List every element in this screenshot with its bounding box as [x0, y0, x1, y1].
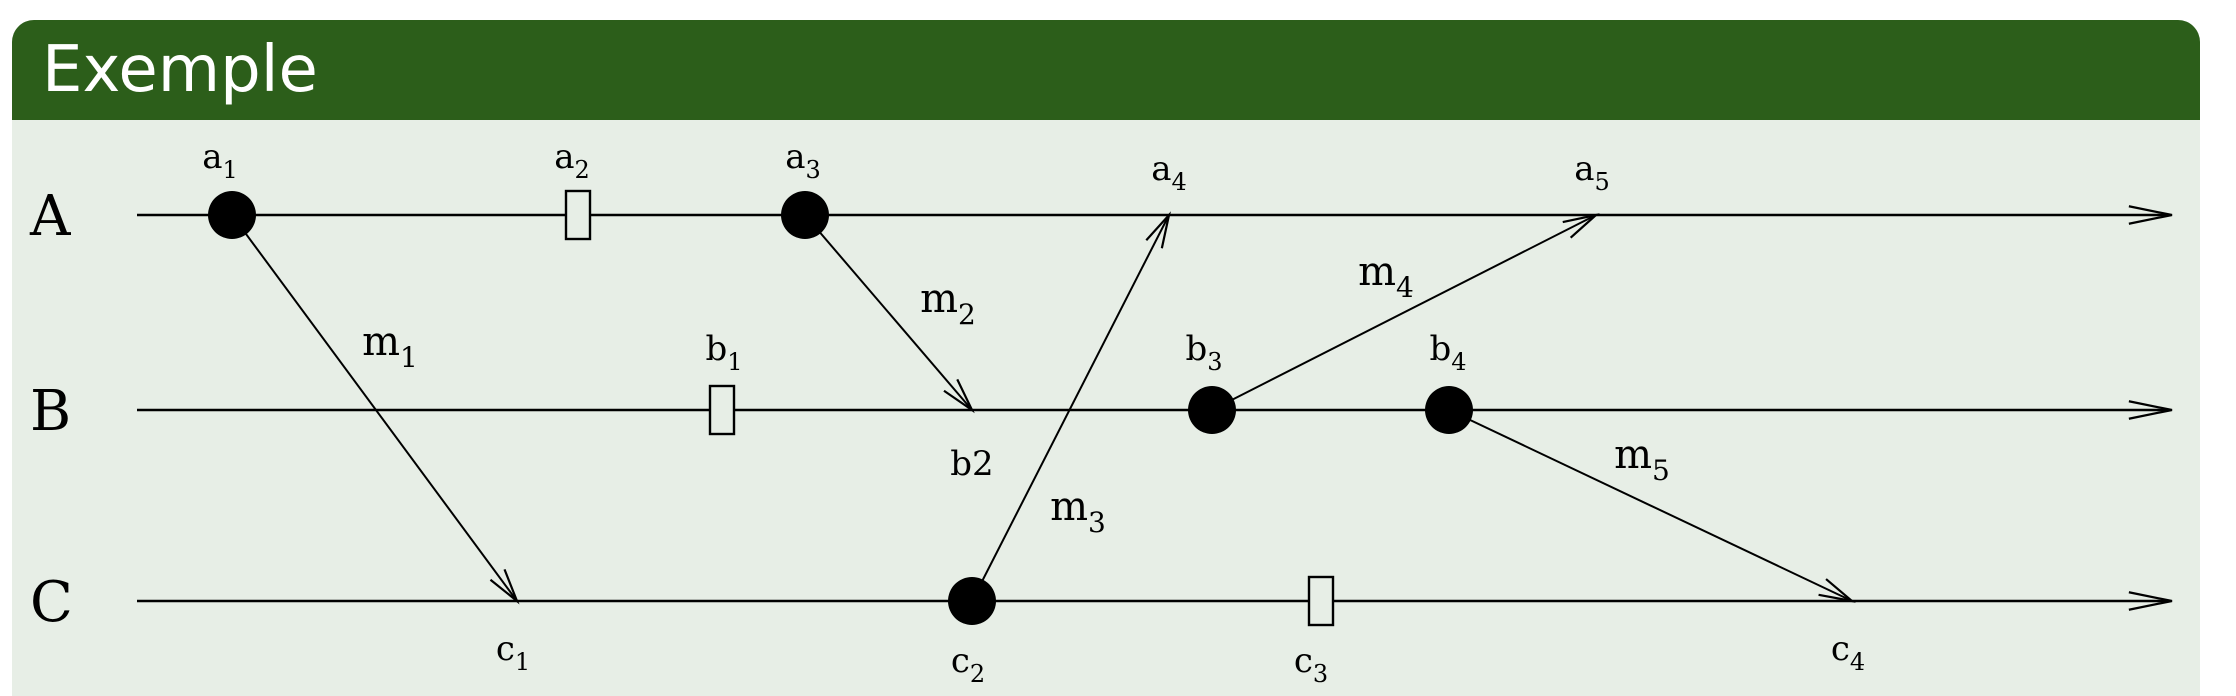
- message-arrow-m3: [971, 214, 1170, 602]
- timeline-arrowhead-b: [2128, 400, 2173, 420]
- message-arrow-m4: [1211, 214, 1597, 411]
- event-marker-a1: [208, 191, 256, 239]
- event-label-a1: a1: [202, 137, 238, 184]
- event-label-b1: b1: [705, 329, 742, 376]
- lane-label-a: A: [29, 184, 71, 249]
- message-arrow-m2: [804, 214, 973, 411]
- event-label-b3: b3: [1185, 329, 1222, 376]
- event-label-c3: c3: [1294, 641, 1328, 688]
- timeline-arrowhead-a: [2128, 205, 2173, 225]
- message-arrow-m1: [231, 214, 518, 602]
- event-label-c2: c2: [951, 641, 985, 688]
- message-label-m5: m5: [1614, 432, 1670, 487]
- message-arrowhead-m4: [1562, 213, 1600, 239]
- event-label-c1: c1: [496, 629, 530, 676]
- event-label-a3: a3: [785, 137, 821, 184]
- event-marker-b4: [1425, 386, 1473, 434]
- message-label-m2: m2: [920, 276, 976, 331]
- message-label-m4: m4: [1358, 249, 1414, 304]
- event-label-a4: a4: [1151, 149, 1187, 196]
- timeline-arrowhead-c: [2128, 591, 2173, 611]
- event-marker-a3: [781, 191, 829, 239]
- event-marker-b3: [1188, 386, 1236, 434]
- lane-label-c: C: [30, 570, 73, 635]
- message-label-m3: m3: [1050, 484, 1106, 539]
- message-arrowhead-m1: [489, 568, 520, 605]
- event-label-b4: b4: [1429, 329, 1466, 376]
- event-marker-a2: [564, 189, 592, 241]
- event-marker-c2: [948, 577, 996, 625]
- space-time-diagram: A B Ca1 a2 a3 a4 a5 b1 b2 b3 b4 c1 c2 c3 c4 m1 m2 m3 m4 m5: [29, 137, 2173, 688]
- event-label-a5: a5: [1574, 149, 1610, 196]
- event-marker-c3: [1307, 575, 1335, 627]
- message-arrowhead-m5: [1818, 578, 1856, 603]
- event-label-c4: c4: [1831, 629, 1865, 676]
- message-label-m1: m1: [362, 319, 418, 374]
- slide-title: Exemple: [42, 33, 318, 107]
- message-arrowhead-m2: [943, 378, 975, 414]
- event-label-b2: b2: [950, 444, 993, 484]
- title-bar: Exemple: [12, 20, 2200, 120]
- lane-label-b: B: [30, 379, 71, 444]
- message-arrowhead-m3: [1145, 211, 1171, 249]
- message-arrow-m5: [1448, 409, 1853, 602]
- event-label-a2: a2: [554, 137, 590, 184]
- event-marker-b1: [708, 384, 736, 436]
